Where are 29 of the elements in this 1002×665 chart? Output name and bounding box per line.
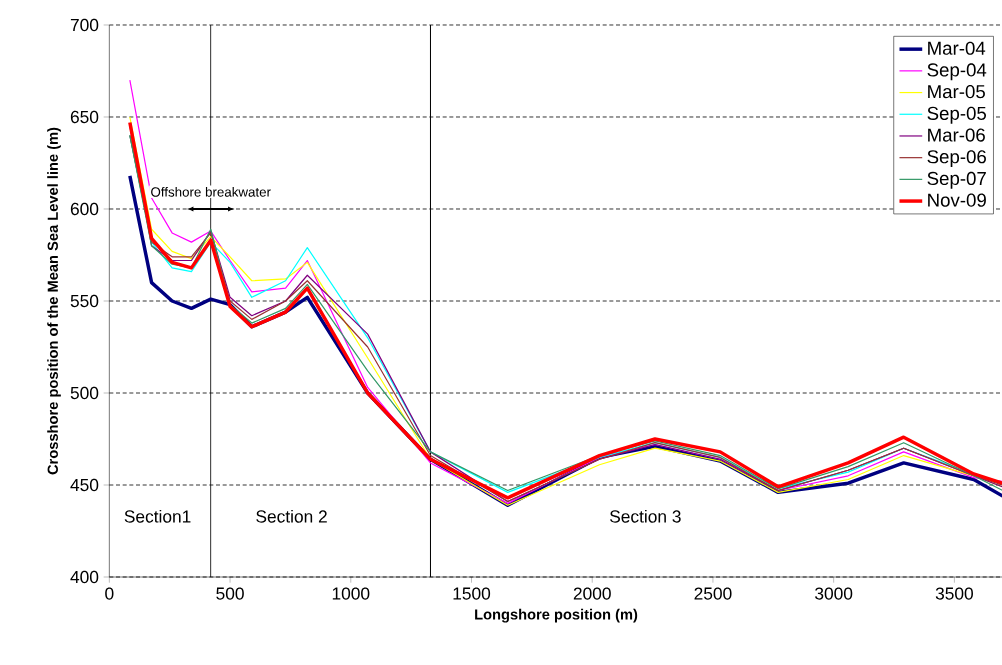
annotation: Section 2 (256, 509, 327, 523)
x-tick-label: 1000 (332, 587, 370, 600)
legend-label: Mar-04 (928, 41, 986, 55)
x-axis-title: Longshore position (m) (475, 608, 638, 623)
legend-label: Mar-06 (928, 128, 985, 142)
y-tick-label: 550 (70, 294, 99, 308)
x-tick-label: 2500 (694, 587, 732, 600)
legend-label: Nov-09 (928, 193, 986, 207)
y-tick-label: 650 (70, 110, 99, 124)
legend-label: Mar-05 (928, 85, 985, 99)
y-axis-title: Crosshore position of the Mean Sea Level line (m) (47, 127, 61, 475)
legend-label: Sep-04 (927, 63, 987, 81)
annotation: Offshore breakwater (151, 186, 271, 197)
y-tick-label: 500 (70, 386, 99, 400)
annotation: Section 3 (610, 509, 681, 523)
x-tick-label: 0 (105, 587, 114, 600)
annotation: Section1 (124, 509, 191, 523)
y-tick-label: 700 (70, 18, 99, 32)
x-tick-label: 1500 (453, 587, 491, 600)
x-tick-label: 3000 (815, 587, 853, 600)
legend-label: Sep-06 (927, 150, 986, 168)
x-tick-label: 3500 (935, 587, 973, 600)
x-tick-label: 2000 (573, 587, 611, 600)
y-tick-label: 600 (70, 202, 99, 216)
legend-label: Sep-05 (927, 106, 987, 124)
y-tick-label: 400 (70, 570, 99, 584)
legend-label: Sep-07 (927, 171, 986, 189)
x-tick-label: 500 (216, 587, 244, 600)
y-tick-label: 450 (70, 478, 99, 492)
